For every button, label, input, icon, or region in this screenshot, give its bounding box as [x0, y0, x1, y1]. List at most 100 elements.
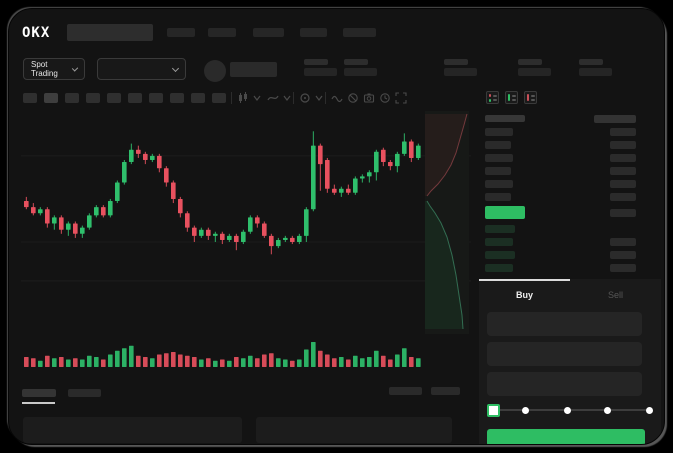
- wave-icon[interactable]: [331, 92, 343, 104]
- volume-bar: [360, 358, 365, 367]
- candle-body: [374, 151, 379, 173]
- okx-logo[interactable]: OKX: [22, 25, 51, 41]
- total-field[interactable]: [487, 372, 642, 396]
- volume-bar: [234, 357, 239, 367]
- stat-value-placeholder: [518, 68, 551, 76]
- chevron-down-icon[interactable]: [313, 92, 325, 104]
- orderbook-bid-row[interactable]: [485, 251, 661, 259]
- market-type-dropdown[interactable]: Spot Trading: [23, 58, 85, 80]
- orderbook-bid-row[interactable]: [485, 238, 661, 246]
- camera-icon[interactable]: [363, 92, 375, 104]
- indicator-icon[interactable]: [299, 92, 311, 104]
- candle-body: [157, 155, 162, 169]
- stat-label-placeholder: [344, 59, 368, 65]
- orderbook-price-bar: [485, 167, 511, 175]
- slider-handle[interactable]: [487, 404, 500, 417]
- candle-body: [143, 153, 148, 160]
- bottom-tab-placeholder-active[interactable]: [22, 389, 56, 397]
- asks-only-icon[interactable]: [524, 91, 537, 104]
- orderbook-ask-row[interactable]: [485, 141, 661, 149]
- volume-bar: [80, 359, 85, 367]
- toolbar-divider: [231, 92, 232, 104]
- volume-bar: [262, 354, 267, 367]
- slider-step-dot[interactable]: [522, 407, 529, 414]
- eraser-icon[interactable]: [347, 92, 359, 104]
- amount-field[interactable]: [487, 342, 642, 366]
- stat-value-placeholder: [344, 68, 377, 76]
- candle-body: [255, 217, 260, 224]
- pair-dropdown[interactable]: [97, 58, 186, 80]
- timeframe-button[interactable]: [23, 93, 37, 103]
- orderbook-bids: [485, 225, 661, 277]
- nav-search-placeholder[interactable]: [67, 24, 153, 41]
- timeframe-button[interactable]: [191, 93, 205, 103]
- volume-chart[interactable]: [21, 338, 471, 368]
- chevron-down-icon[interactable]: [281, 92, 293, 104]
- timeframe-button[interactable]: [86, 93, 100, 103]
- tab-buy[interactable]: Buy: [479, 279, 570, 309]
- chevron-down-icon[interactable]: [251, 92, 263, 104]
- price-field[interactable]: [487, 312, 642, 336]
- timeframe-button[interactable]: [149, 93, 163, 103]
- candle-body: [353, 178, 358, 193]
- orderbook-ask-row[interactable]: [485, 193, 661, 201]
- slider-step-dot[interactable]: [646, 407, 653, 414]
- orderbook-ask-row[interactable]: [485, 167, 661, 175]
- bids-only-icon[interactable]: [505, 91, 518, 104]
- volume-bar: [122, 348, 127, 367]
- candle-body: [395, 153, 400, 167]
- nav-item-placeholder[interactable]: [208, 28, 236, 37]
- clock-icon[interactable]: [379, 92, 391, 104]
- orderbook-ask-row[interactable]: [485, 180, 661, 188]
- timeframe-button[interactable]: [212, 93, 226, 103]
- slider-step-dot[interactable]: [604, 407, 611, 414]
- orderbook-last-price-row[interactable]: [485, 206, 661, 219]
- orderbook-asks: [485, 128, 661, 206]
- volume-bar: [388, 359, 393, 367]
- volume-bar: [318, 350, 323, 367]
- amount-slider[interactable]: [487, 403, 653, 417]
- orderbook-ask-row[interactable]: [485, 154, 661, 162]
- candle-style-icon[interactable]: [237, 92, 249, 104]
- orderbook-bid-row[interactable]: [485, 264, 661, 272]
- tab-sell[interactable]: Sell: [607, 290, 623, 300]
- nav-right-placeholder[interactable]: [343, 28, 376, 37]
- top-navbar: OKX: [9, 9, 664, 49]
- orderbook-ask-row[interactable]: [485, 128, 661, 136]
- stat-label-placeholder: [444, 59, 468, 65]
- candlestick-chart[interactable]: [21, 111, 471, 336]
- stat-value-placeholder: [579, 68, 612, 76]
- timeframe-button[interactable]: [128, 93, 142, 103]
- volume-bar: [129, 345, 134, 367]
- volume-bar: [374, 350, 379, 367]
- timeframe-button-active[interactable]: [44, 93, 58, 103]
- volume-bar: [220, 359, 225, 367]
- volume-bar: [115, 350, 120, 367]
- volume-bar: [297, 359, 302, 367]
- chart-toolbar: [9, 89, 471, 109]
- timeframe-button[interactable]: [170, 93, 184, 103]
- expand-icon[interactable]: [395, 92, 407, 104]
- nav-item-placeholder[interactable]: [167, 28, 195, 37]
- timeframe-button[interactable]: [107, 93, 121, 103]
- slider-step-dot[interactable]: [564, 407, 571, 414]
- volume-bar: [59, 357, 64, 367]
- candle-body: [262, 223, 267, 236]
- orderbook-amount-bar: [610, 193, 636, 201]
- volume-bar: [101, 359, 106, 367]
- buy-submit-button[interactable]: [487, 429, 645, 444]
- nav-item-placeholder[interactable]: [253, 28, 284, 37]
- orderbook-bid-row[interactable]: [485, 225, 661, 233]
- chevron-down-icon: [71, 64, 79, 72]
- nav-item-placeholder[interactable]: [300, 28, 327, 37]
- bottom-tab-placeholder[interactable]: [68, 389, 101, 397]
- candle-body: [178, 198, 183, 214]
- line-style-icon[interactable]: [267, 92, 279, 104]
- volume-bar: [73, 358, 78, 367]
- volume-bar: [31, 358, 36, 367]
- candle-body: [45, 209, 50, 224]
- stat-value-placeholder: [304, 68, 337, 76]
- timeframe-button[interactable]: [65, 93, 79, 103]
- combined-book-icon[interactable]: [486, 91, 499, 104]
- volume-bar: [304, 349, 309, 367]
